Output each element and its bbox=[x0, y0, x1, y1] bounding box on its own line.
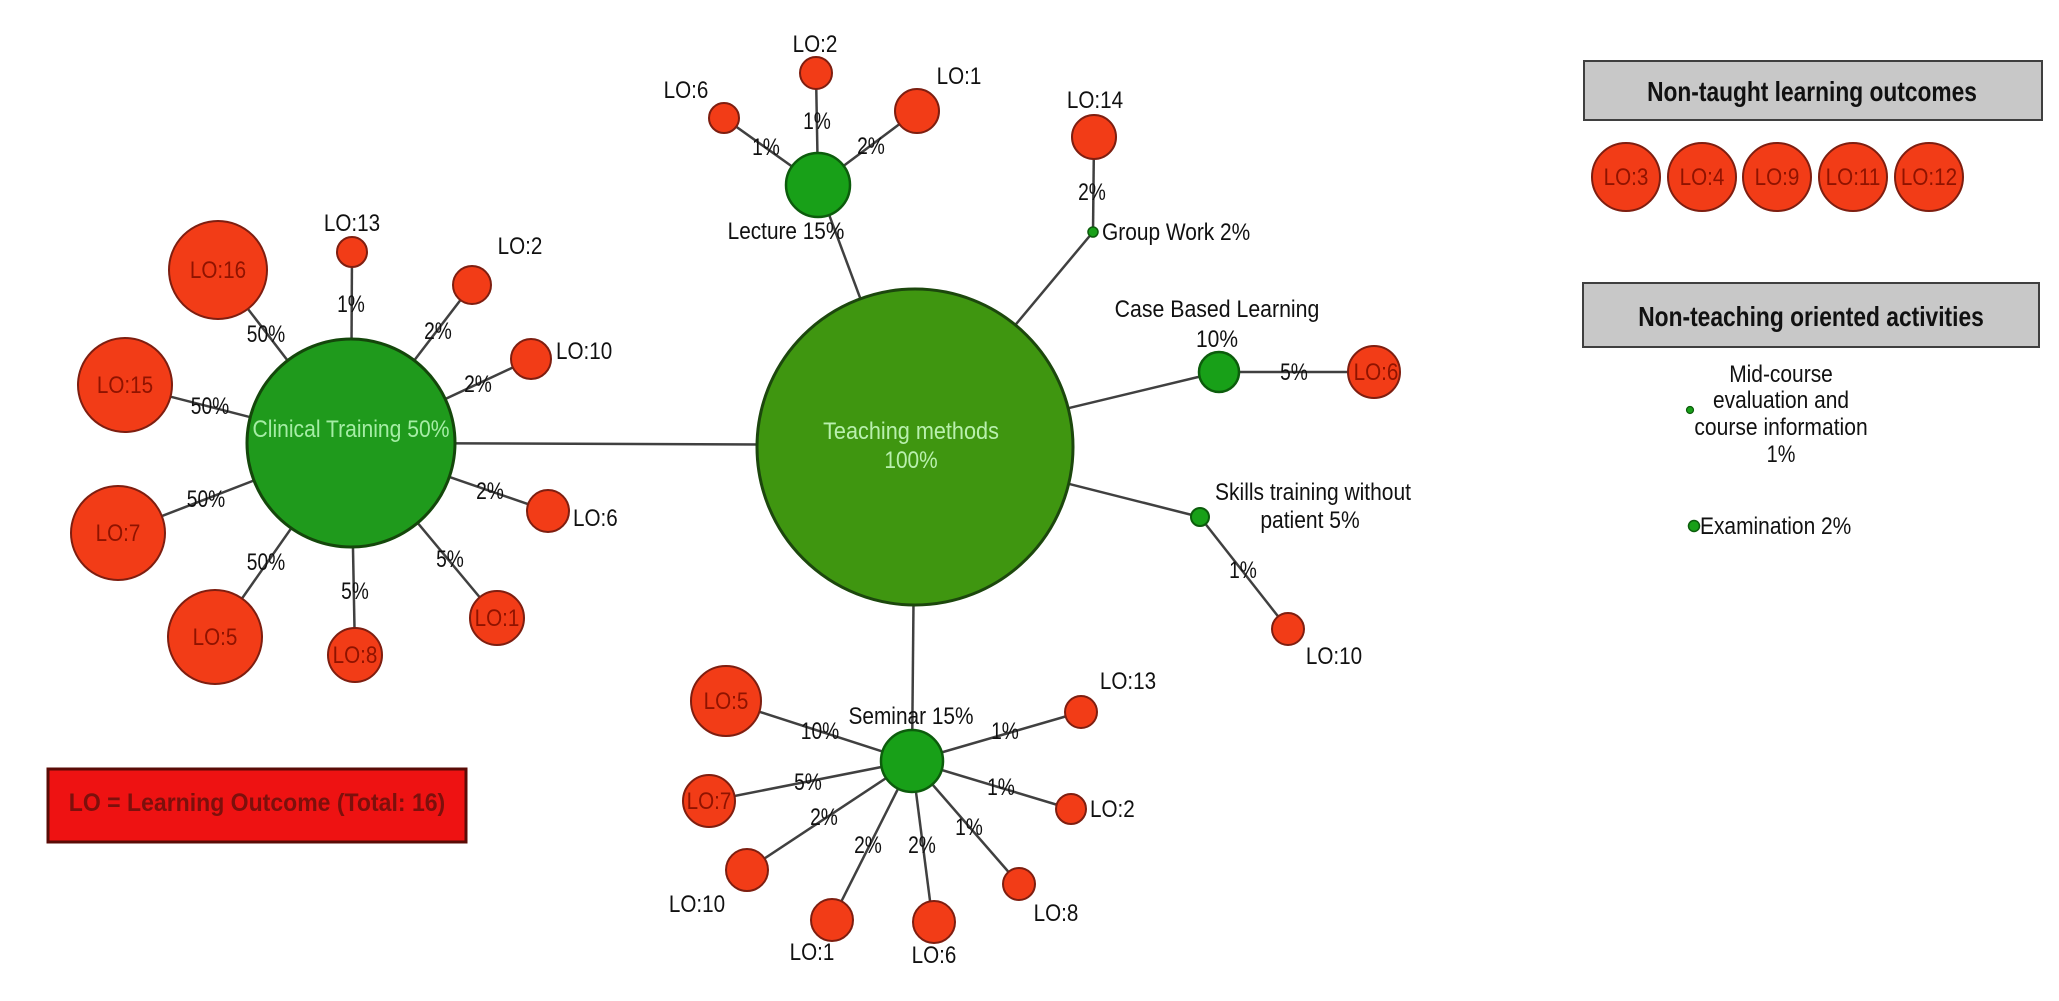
svg-text:50%: 50% bbox=[187, 485, 225, 513]
svg-text:5%: 5% bbox=[794, 768, 822, 796]
svg-text:1%: 1% bbox=[955, 813, 983, 841]
svg-text:LO:14: LO:14 bbox=[1067, 87, 1123, 114]
svg-text:5%: 5% bbox=[436, 545, 464, 573]
svg-text:2%: 2% bbox=[476, 477, 504, 505]
svg-text:course information: course information bbox=[1694, 414, 1867, 441]
svg-text:1%: 1% bbox=[987, 773, 1015, 801]
svg-text:10%: 10% bbox=[1196, 326, 1238, 353]
svg-text:LO:2: LO:2 bbox=[498, 233, 543, 260]
svg-text:Skills training without: Skills training without bbox=[1215, 479, 1412, 506]
svg-text:1%: 1% bbox=[337, 290, 365, 318]
svg-text:LO:7: LO:7 bbox=[96, 520, 141, 547]
svg-text:LO:15: LO:15 bbox=[97, 372, 153, 399]
svg-text:LO:6: LO:6 bbox=[664, 77, 709, 104]
svg-text:LO:10: LO:10 bbox=[556, 338, 612, 365]
svg-text:LO:1: LO:1 bbox=[937, 63, 982, 90]
svg-text:evaluation and: evaluation and bbox=[1713, 387, 1849, 414]
svg-text:2%: 2% bbox=[424, 317, 452, 345]
svg-text:LO:1: LO:1 bbox=[790, 939, 835, 966]
svg-text:LO:4: LO:4 bbox=[1680, 164, 1725, 191]
svg-text:2%: 2% bbox=[810, 803, 838, 831]
svg-text:Seminar 15%: Seminar 15% bbox=[848, 703, 973, 730]
svg-text:1%: 1% bbox=[991, 717, 1019, 745]
svg-text:Group Work 2%: Group Work 2% bbox=[1102, 219, 1250, 246]
svg-text:2%: 2% bbox=[464, 370, 492, 398]
svg-text:LO:6: LO:6 bbox=[573, 505, 618, 532]
svg-text:Mid-course: Mid-course bbox=[1729, 361, 1833, 388]
svg-text:1%: 1% bbox=[803, 107, 831, 135]
svg-text:5%: 5% bbox=[341, 577, 369, 605]
svg-text:5%: 5% bbox=[1280, 358, 1308, 386]
svg-text:Case Based Learning: Case Based Learning bbox=[1115, 295, 1320, 323]
svg-text:LO:13: LO:13 bbox=[324, 210, 380, 237]
svg-text:LO:2: LO:2 bbox=[1090, 796, 1135, 823]
svg-text:2%: 2% bbox=[857, 132, 885, 160]
svg-text:LO:5: LO:5 bbox=[704, 688, 749, 715]
svg-text:Non-teaching oriented activiti: Non-teaching oriented activities bbox=[1638, 302, 1984, 333]
svg-text:LO = Learning Outcome (Total:: LO = Learning Outcome (Total: 16) bbox=[69, 789, 445, 817]
svg-text:50%: 50% bbox=[191, 392, 229, 420]
svg-text:Examination 2%: Examination 2% bbox=[1700, 513, 1851, 540]
svg-text:LO:13: LO:13 bbox=[1100, 668, 1156, 695]
svg-text:1%: 1% bbox=[752, 133, 780, 161]
svg-text:Clinical Training 50%: Clinical Training 50% bbox=[253, 416, 450, 443]
svg-text:Non-taught learning outcomes: Non-taught learning outcomes bbox=[1647, 77, 1977, 108]
svg-text:LO:12: LO:12 bbox=[1901, 164, 1957, 191]
svg-text:LO:5: LO:5 bbox=[193, 624, 238, 651]
svg-text:patient 5%: patient 5% bbox=[1260, 507, 1359, 534]
svg-text:LO:11: LO:11 bbox=[1826, 164, 1881, 191]
svg-text:2%: 2% bbox=[908, 831, 936, 859]
svg-text:50%: 50% bbox=[247, 320, 285, 348]
svg-text:LO:10: LO:10 bbox=[1306, 643, 1362, 670]
svg-text:100%: 100% bbox=[884, 447, 937, 474]
svg-text:LO:8: LO:8 bbox=[1034, 900, 1079, 927]
svg-text:LO:16: LO:16 bbox=[190, 257, 246, 284]
svg-text:LO:2: LO:2 bbox=[793, 31, 838, 58]
svg-text:LO:1: LO:1 bbox=[475, 605, 520, 632]
svg-text:50%: 50% bbox=[247, 548, 285, 576]
svg-text:2%: 2% bbox=[854, 831, 882, 859]
svg-text:LO:9: LO:9 bbox=[1755, 164, 1800, 191]
svg-text:Teaching methods: Teaching methods bbox=[823, 417, 999, 444]
svg-text:2%: 2% bbox=[1078, 178, 1106, 206]
svg-text:1%: 1% bbox=[1229, 556, 1257, 584]
svg-text:LO:3: LO:3 bbox=[1604, 164, 1649, 191]
svg-text:10%: 10% bbox=[801, 717, 839, 745]
svg-text:LO:8: LO:8 bbox=[333, 642, 378, 669]
svg-text:LO:6: LO:6 bbox=[912, 942, 957, 969]
svg-text:LO:6: LO:6 bbox=[1354, 359, 1399, 386]
svg-text:LO:10: LO:10 bbox=[669, 891, 725, 918]
svg-text:1%: 1% bbox=[1767, 440, 1796, 467]
svg-text:LO:7: LO:7 bbox=[687, 788, 732, 815]
svg-text:Lecture 15%: Lecture 15% bbox=[728, 218, 845, 245]
